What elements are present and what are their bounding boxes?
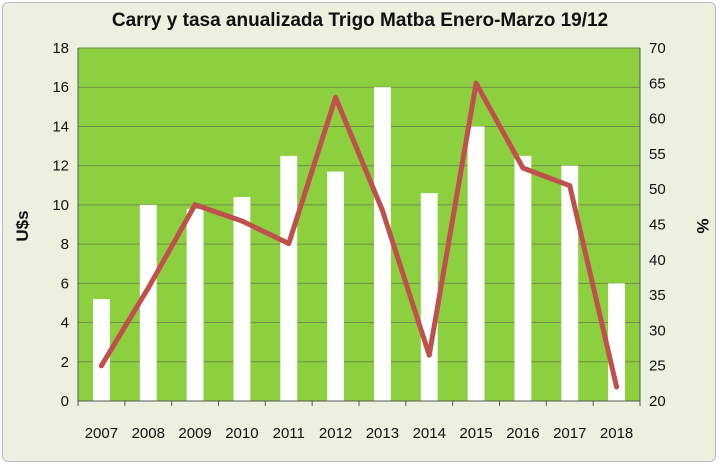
y-tick-label: 14 <box>52 118 69 135</box>
tick-labels: 0 2 4 6 8 10 12 14 16 18 20 25 30 35 40 45 50 55 60 65 70 200… <box>52 40 665 442</box>
bar <box>186 208 204 401</box>
line-point <box>567 183 573 189</box>
bar <box>561 165 579 401</box>
y-tick-label: 4 <box>61 315 69 332</box>
line-point <box>520 165 526 171</box>
line-point <box>192 202 198 208</box>
x-tick-label: 2007 <box>85 425 118 442</box>
line-series <box>98 80 620 390</box>
y-axis-title: U$s <box>13 210 32 241</box>
line-point <box>426 352 432 358</box>
x-tick-label: 2012 <box>319 425 352 442</box>
x-tick-label: 2010 <box>225 425 258 442</box>
y2-tick-label: 60 <box>649 111 666 128</box>
bar <box>280 155 298 401</box>
y-tick-label: 6 <box>61 275 69 292</box>
y2-axis-title: % <box>693 218 712 233</box>
bar <box>514 155 532 401</box>
y-tick-label: 0 <box>61 393 69 410</box>
x-tick-label: 2014 <box>413 425 446 442</box>
line-point <box>145 285 151 291</box>
x-tick-label: 2009 <box>178 425 211 442</box>
line-point <box>614 384 620 390</box>
bar <box>327 171 345 401</box>
bar <box>467 126 485 401</box>
y2-tick-label: 25 <box>649 358 666 375</box>
y2-tick-label: 35 <box>649 287 666 304</box>
line-point <box>286 241 292 247</box>
bar <box>92 299 110 401</box>
line-point <box>98 363 104 369</box>
x-tick-label: 2018 <box>600 425 633 442</box>
y-tick-label: 2 <box>61 354 69 371</box>
y2-tick-label: 70 <box>649 40 666 57</box>
bar <box>233 197 251 401</box>
y2-tick-label: 40 <box>649 252 666 269</box>
y-tick-label: 10 <box>52 197 69 214</box>
plot-area <box>78 48 640 401</box>
chart-title: Carry y tasa anualizada Trigo Matba Ener… <box>111 10 609 31</box>
bar <box>373 87 391 401</box>
y-tick-label: 18 <box>52 40 69 57</box>
x-tick-label: 2017 <box>553 425 586 442</box>
x-tick-label: 2013 <box>366 425 399 442</box>
y-tick-label: 8 <box>61 236 69 253</box>
line-point <box>379 207 385 213</box>
y-tick-label: 16 <box>52 79 69 96</box>
y2-tick-label: 20 <box>649 393 666 410</box>
y2-tick-label: 30 <box>649 322 666 339</box>
line-point <box>333 94 339 100</box>
line-point <box>473 80 479 86</box>
x-tick-label: 2011 <box>273 425 305 442</box>
bar <box>420 193 438 401</box>
line-point <box>239 218 245 224</box>
y2-tick-label: 50 <box>649 181 666 198</box>
axes <box>77 48 641 406</box>
x-tick-label: 2008 <box>132 425 165 442</box>
y-tick-label: 12 <box>52 158 69 175</box>
y2-tick-label: 45 <box>649 217 666 234</box>
line-series-group <box>98 80 620 390</box>
x-tick-label: 2015 <box>459 425 492 442</box>
y2-tick-label: 65 <box>649 75 666 92</box>
y2-tick-label: 55 <box>649 146 666 163</box>
bar <box>139 204 157 401</box>
x-tick-label: 2016 <box>506 425 539 442</box>
